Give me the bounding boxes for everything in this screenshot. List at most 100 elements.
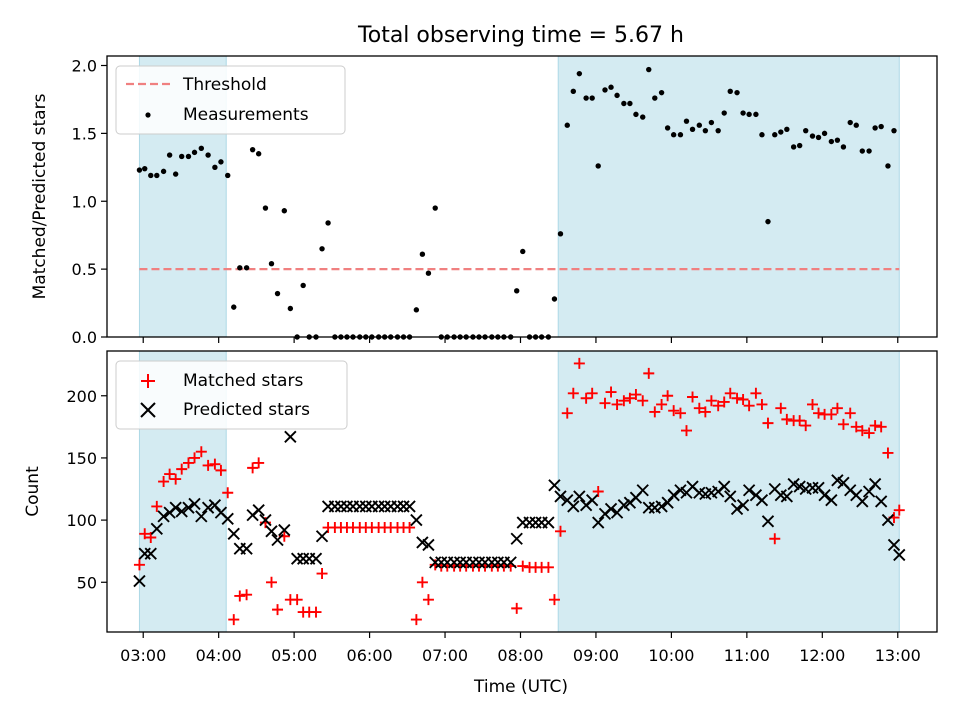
measurement-point [627, 100, 633, 107]
measurement-point [759, 132, 765, 138]
x-ticks-top [142, 337, 899, 343]
measurement-point [784, 126, 790, 133]
measurement-point [828, 138, 835, 145]
measurement-point [614, 92, 620, 99]
predicted-star-point [240, 542, 253, 555]
legend-box-bottom [115, 360, 348, 430]
measurement-point [859, 148, 865, 154]
y-tick-label: 50 [77, 573, 97, 592]
measurement-point [772, 132, 778, 138]
matched-star-point [769, 533, 781, 545]
matched-star-point [856, 425, 868, 437]
predicted-star-point [755, 494, 769, 507]
measurement-point [796, 142, 803, 149]
measurement-point [853, 122, 859, 128]
measurement-point [765, 218, 771, 225]
measurement-point [570, 88, 577, 94]
measurement-point [237, 265, 243, 271]
measurement-point [557, 231, 564, 237]
matched-star-point [762, 417, 774, 429]
predicted-star-point [586, 494, 599, 507]
y-tick-label: 0.0 [72, 328, 97, 347]
matched-star-point [611, 398, 623, 410]
measurement-point [249, 146, 256, 153]
matched-star-point [404, 522, 416, 534]
matched-star-point [422, 594, 434, 606]
measurement-point [683, 118, 690, 124]
predicted-star-point [661, 496, 674, 509]
predicted-star-point [881, 513, 895, 527]
predicted-star-point [724, 490, 737, 503]
matched-star-point [844, 407, 856, 419]
predicted-star-point [397, 500, 410, 513]
measurement-point [809, 133, 816, 139]
measurement-point [166, 152, 173, 158]
measurement-point [262, 205, 269, 211]
predicted-star-point [315, 530, 329, 543]
matched-star-point [618, 395, 630, 407]
matched-star-point [680, 425, 692, 437]
matched-star-point [170, 473, 182, 485]
plot-frame-bottom [106, 350, 938, 633]
matched-star-point [511, 602, 523, 614]
matched-star-point [209, 458, 221, 470]
measurement-point [595, 163, 601, 169]
predicted-star-point [736, 499, 750, 512]
measurement-point [696, 122, 703, 128]
matched-star-point [247, 462, 259, 474]
matched-star-point [253, 457, 265, 469]
matched-star-point [599, 397, 611, 409]
x-tick-label: 08:00 [497, 646, 543, 665]
measurement-point [727, 88, 733, 94]
x-tick-label: 12:00 [799, 646, 845, 665]
matched-star-point [630, 389, 642, 401]
predicted-star-point [271, 533, 284, 547]
predicted-star-point [542, 516, 555, 529]
predicted-star-point [309, 552, 323, 565]
matched-star-point [605, 386, 617, 398]
measurement-point [319, 246, 325, 252]
matched-star-point [693, 402, 705, 414]
matched-star-point [554, 525, 566, 537]
measurement-point [834, 137, 841, 143]
predicted-star-point [284, 430, 297, 443]
measurement-point [185, 153, 192, 160]
x-tick-label: 11:00 [724, 646, 770, 665]
plot-frame-top [106, 55, 938, 338]
measurement-point [148, 172, 154, 179]
measurement-point [419, 251, 426, 257]
measurement-points [136, 66, 897, 340]
matched-star-point [182, 457, 194, 469]
predicted-star-point [340, 500, 354, 513]
predicted-star-point [604, 502, 618, 516]
measurement-point [255, 151, 262, 157]
matched-star-point [189, 452, 201, 464]
matched-star-point [416, 576, 428, 588]
matched-star-point [869, 420, 881, 432]
matched-star-point [624, 392, 636, 404]
x-tick-label: 07:00 [422, 646, 468, 665]
measurement-point [885, 163, 891, 169]
predicted-star-point [667, 489, 680, 502]
matched-star-point [882, 447, 894, 459]
measurement-point [564, 122, 570, 128]
predicted-star-point [718, 480, 731, 493]
measurement-point [136, 167, 143, 173]
predicted-star-point [133, 574, 146, 588]
measurement-point [274, 290, 281, 297]
legend-box-top [115, 65, 346, 135]
x-axis-label: Time (UTC) [473, 677, 568, 697]
matched-star-point [737, 393, 749, 405]
predicted-star-point [761, 515, 775, 528]
measurement-point [281, 208, 288, 214]
measurement-point [520, 248, 526, 255]
matched-star-point [893, 504, 905, 516]
matched-star-point [133, 559, 145, 571]
measurement-point [212, 164, 218, 171]
predicted-star-point [422, 538, 435, 552]
measurement-point [702, 127, 709, 134]
y-axis-label-bottom: Count [23, 466, 43, 517]
matched-star-point [573, 357, 585, 369]
predicted-star-point [150, 522, 163, 535]
